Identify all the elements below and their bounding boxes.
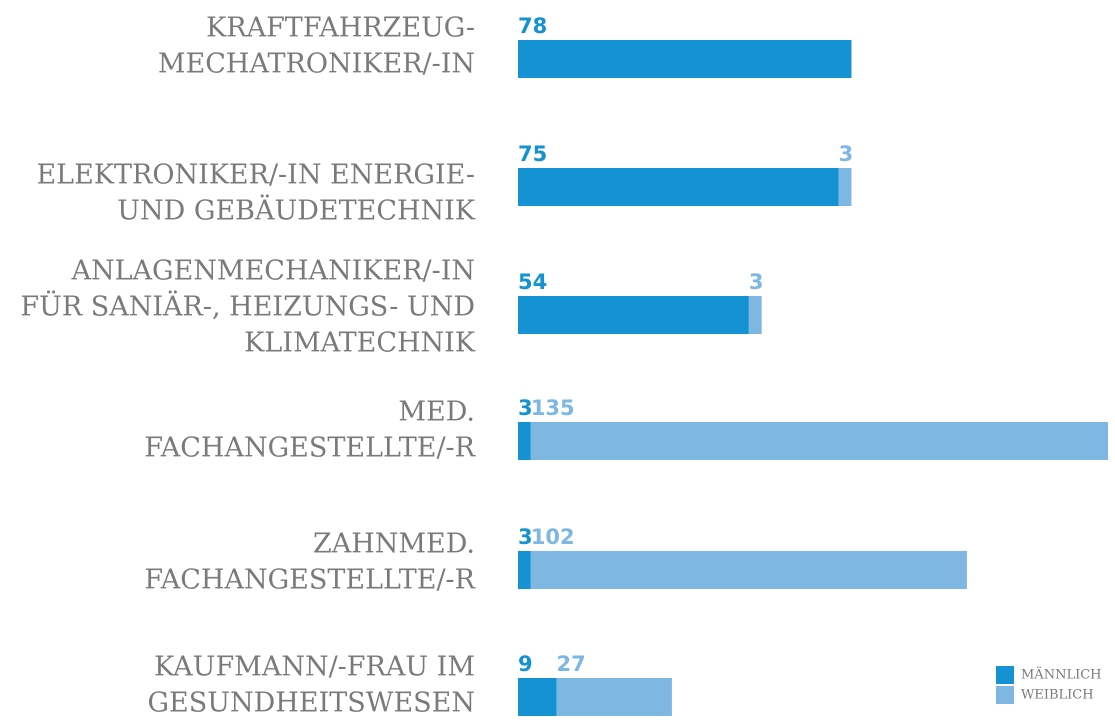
value-label: 27 [556,652,585,676]
legend-swatch [996,666,1014,684]
value-label: 135 [531,396,575,420]
value-label: 3 [518,525,533,549]
category-label: MECHATRONIKER/-IN [158,49,475,80]
category-label: KRAFTFAHRZEUG- [206,13,475,44]
bar-segment [530,551,967,589]
bar-segment [518,422,531,460]
category-label: KAUFMANN/-FRAU IM [154,652,475,683]
category-label: ZAHNMED. [313,529,475,560]
value-label: 102 [531,525,575,549]
category-label: FACHANGESTELLTE/-R [144,433,475,464]
legend-swatch [996,686,1014,704]
legend-label: MÄNNLICH [1021,666,1102,683]
value-label: 3 [749,270,764,294]
category-label: UND GEBÄUDETECHNIK [117,194,476,227]
category-label: FACHANGESTELLTE/-R [144,565,475,596]
category-label: MED. [398,397,475,428]
bar-segment [518,551,531,589]
bar-segment [748,296,762,334]
bar-segment [838,168,852,206]
category-label: ELEKTRONIKER/-IN ENERGIE- [36,160,475,191]
bar-segment [556,678,672,716]
value-label: 9 [518,652,533,676]
bar-segment [518,40,852,78]
bar-segment [530,422,1108,460]
value-label: 3 [839,142,854,166]
bar-segment [518,296,749,334]
category-label: ANLAGENMECHANIKER/-IN [70,256,475,287]
value-label: 54 [518,270,547,294]
category-label: GESUNDHEITSWESEN [147,688,475,719]
category-label: FÜR SANIÄR-, HEIZUNGS- UND [20,289,475,323]
value-label: 3 [518,396,533,420]
bar-segment [518,168,839,206]
bar-segment [518,678,557,716]
value-label: 75 [518,142,547,166]
legend-label: WEIBLICH [1021,688,1094,703]
value-label: 78 [518,14,547,38]
category-label: KLIMATECHNIK [244,328,476,359]
